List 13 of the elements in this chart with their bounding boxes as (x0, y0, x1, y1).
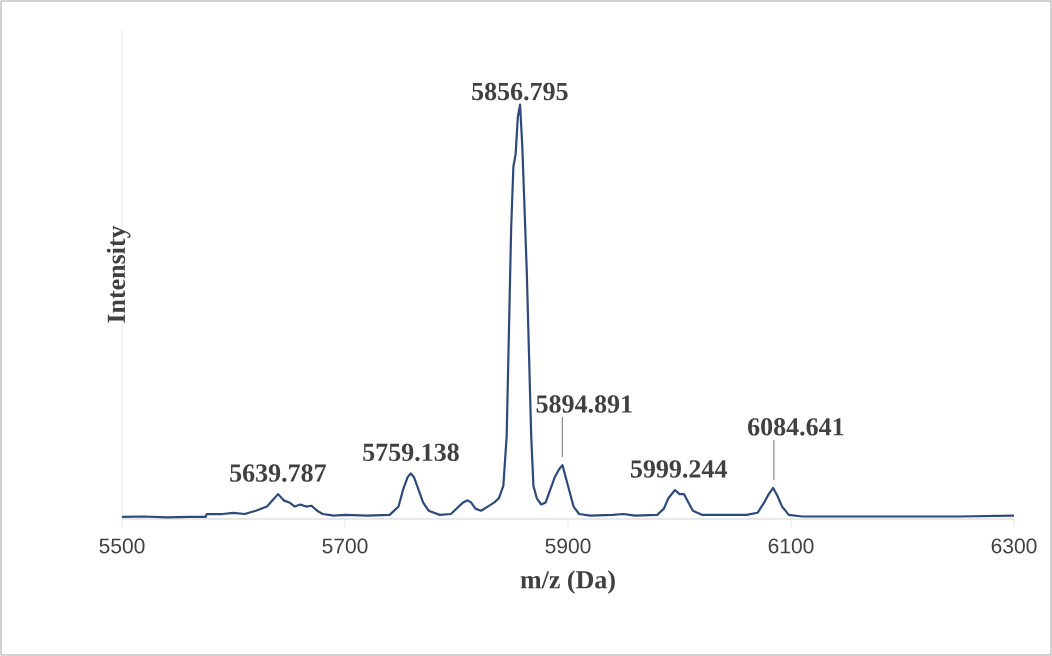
annotation: 6084.641 (748, 418, 844, 436)
annotation: 5999.244 (630, 460, 727, 478)
x-axis-title: m/z (Da) (520, 570, 615, 594)
annotation: 5894.891 (536, 395, 632, 413)
x-tick-label: 5700 (322, 538, 368, 554)
annotation: 5639.787 (230, 464, 326, 482)
annotation: 5856.795 (472, 82, 568, 101)
x-tick-label: 5900 (545, 538, 591, 554)
x-tick-label: 6100 (768, 538, 814, 554)
x-tick-label: 5500 (99, 538, 145, 554)
annotation: 5759.138 (363, 443, 459, 462)
x-tick-label: 6300 (991, 538, 1037, 554)
y-axis-title: Intensity (106, 225, 131, 323)
